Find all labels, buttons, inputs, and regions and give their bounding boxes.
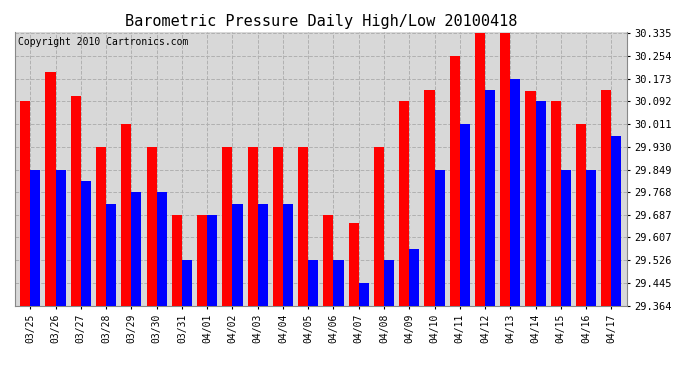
Bar <box>511 79 520 306</box>
Bar <box>551 101 561 306</box>
Bar <box>611 136 622 306</box>
Bar <box>586 170 596 306</box>
Bar <box>56 170 66 306</box>
Bar <box>384 260 394 306</box>
Bar <box>308 260 318 306</box>
Bar <box>222 147 233 306</box>
Bar <box>71 96 81 306</box>
Bar <box>526 91 535 306</box>
Bar <box>20 101 30 306</box>
Bar <box>81 181 91 306</box>
Bar <box>157 192 167 306</box>
Bar <box>535 101 546 306</box>
Bar <box>197 215 207 306</box>
Bar <box>96 147 106 306</box>
Bar <box>121 124 131 306</box>
Bar <box>576 124 586 306</box>
Bar <box>359 283 369 306</box>
Bar <box>601 90 611 306</box>
Bar <box>424 90 435 306</box>
Bar <box>485 90 495 306</box>
Bar <box>146 147 157 306</box>
Bar <box>283 204 293 306</box>
Bar <box>106 204 116 306</box>
Bar <box>248 147 257 306</box>
Bar <box>46 72 56 306</box>
Bar <box>561 170 571 306</box>
Bar <box>374 147 384 306</box>
Bar <box>460 124 470 306</box>
Bar <box>450 56 460 306</box>
Bar <box>333 260 344 306</box>
Bar <box>324 215 333 306</box>
Bar <box>172 215 182 306</box>
Bar <box>298 147 308 306</box>
Bar <box>182 260 192 306</box>
Bar <box>131 192 141 306</box>
Bar <box>30 170 41 306</box>
Bar <box>273 147 283 306</box>
Bar <box>435 170 444 306</box>
Bar <box>399 101 409 306</box>
Text: Copyright 2010 Cartronics.com: Copyright 2010 Cartronics.com <box>18 38 188 47</box>
Bar <box>207 215 217 306</box>
Title: Barometric Pressure Daily High/Low 20100418: Barometric Pressure Daily High/Low 20100… <box>125 14 517 29</box>
Bar <box>475 33 485 306</box>
Bar <box>348 223 359 306</box>
Bar <box>409 249 420 306</box>
Bar <box>500 33 511 306</box>
Bar <box>233 204 243 306</box>
Bar <box>257 204 268 306</box>
